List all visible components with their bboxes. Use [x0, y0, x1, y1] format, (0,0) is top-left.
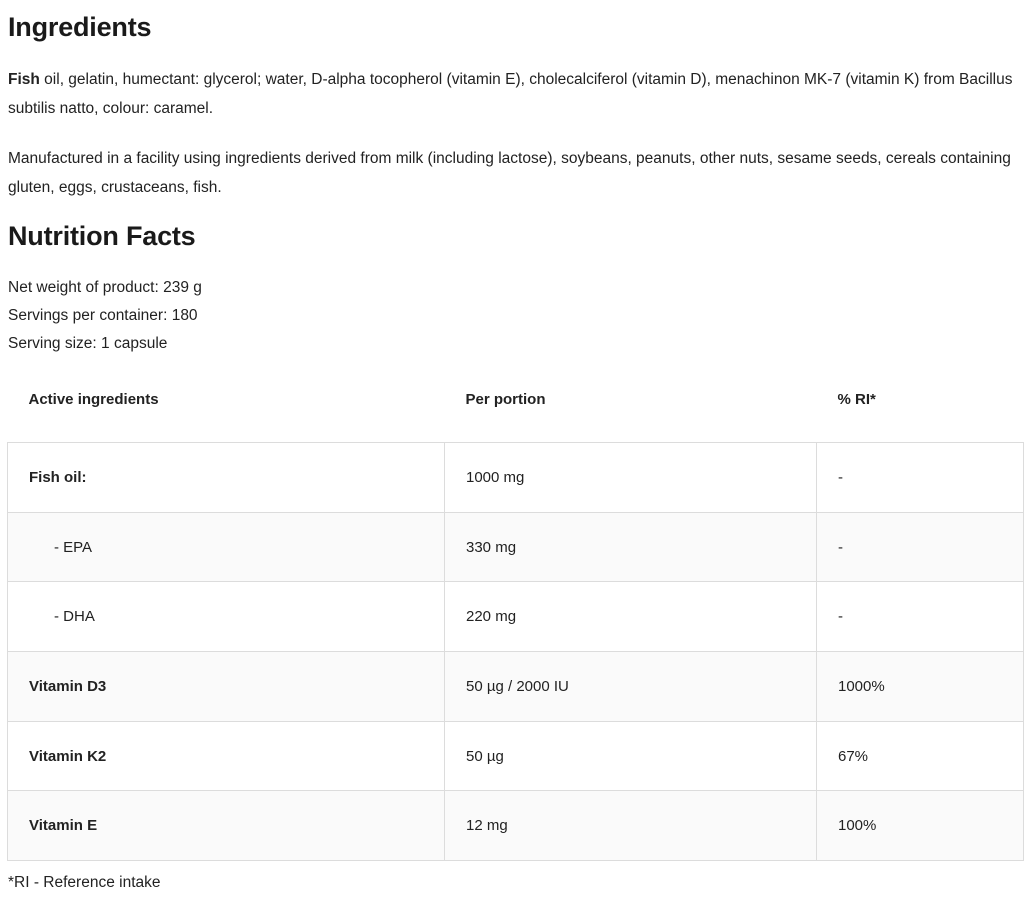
header-active-ingredients: Active ingredients — [28, 390, 159, 408]
table-row: Vitamin D3 50 µg / 2000 IU 1000% — [7, 651, 1024, 722]
ingredients-heading: Ingredients — [8, 12, 152, 42]
cell-portion: 1000 mg — [444, 442, 817, 513]
ingredients-text: Fish oil, gelatin, humectant: glycerol; … — [8, 65, 1023, 123]
table-row: Vitamin K2 50 µg 67% — [7, 720, 1024, 792]
cell-portion: 50 µg — [444, 720, 817, 792]
table-header: Active ingredients Per portion % RI* — [8, 370, 1024, 443]
cell-ri: - — [816, 511, 1024, 583]
footnote: *RI - Reference intake — [8, 874, 161, 891]
table-row: Fish oil: 1000 mg - — [7, 442, 1024, 513]
cell-ri: 100% — [816, 790, 1024, 862]
cell-ri: 1000% — [816, 651, 1024, 722]
table-row: - EPA 330 mg - — [7, 511, 1024, 583]
table-row: - DHA 220 mg - — [7, 581, 1024, 653]
cell-ri: - — [816, 442, 1024, 513]
cell-name: - EPA — [7, 511, 445, 583]
cell-portion: 12 mg — [444, 790, 817, 862]
ingredients-lead: Fish — [8, 71, 40, 88]
nutrition-heading: Nutrition Facts — [8, 221, 196, 251]
cell-name: - DHA — [7, 581, 445, 653]
cell-portion: 50 µg / 2000 IU — [444, 651, 817, 722]
cell-name: Fish oil: — [7, 442, 445, 513]
cell-name: Vitamin K2 — [7, 720, 445, 792]
cell-ri: 67% — [816, 720, 1024, 792]
header-ri: % RI* — [837, 390, 876, 408]
ingredients-body: oil, gelatin, humectant: glycerol; water… — [8, 71, 1013, 117]
nutrition-table: Active ingredients Per portion % RI* Fis… — [7, 370, 1024, 862]
cell-portion: 220 mg — [444, 581, 817, 653]
cell-ri: - — [816, 581, 1024, 653]
cell-name: Vitamin D3 — [7, 651, 445, 722]
serving-size: Serving size: 1 capsule — [8, 335, 168, 352]
cell-name: Vitamin E — [7, 790, 445, 862]
product-facts: Net weight of product: 239 g Servings pe… — [8, 274, 202, 358]
cell-portion: 330 mg — [444, 511, 817, 583]
table-row: Vitamin E 12 mg 100% — [7, 790, 1024, 862]
header-per-portion: Per portion — [465, 390, 546, 408]
net-weight: Net weight of product: 239 g — [8, 279, 202, 296]
allergen-text: Manufactured in a facility using ingredi… — [8, 150, 1011, 196]
servings-per-container: Servings per container: 180 — [8, 307, 198, 324]
